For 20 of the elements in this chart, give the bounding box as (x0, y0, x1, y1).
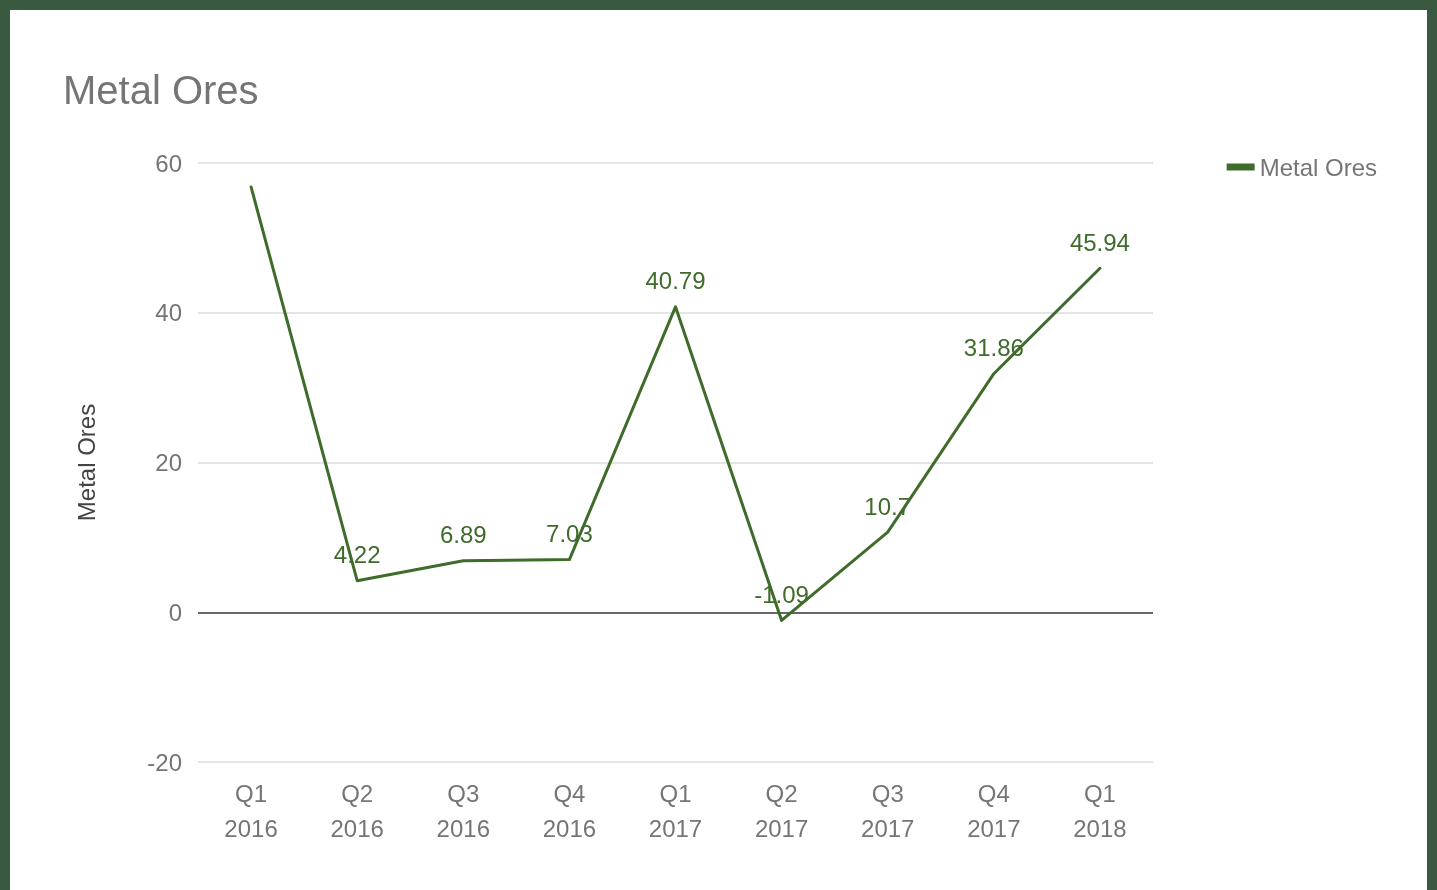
y-tick-label: 60 (155, 149, 182, 177)
chart-title: Metal Ores (63, 68, 259, 112)
data-label: 45.94 (1069, 228, 1130, 256)
y-tick-label: 0 (168, 598, 182, 626)
data-label: 6.89 (439, 521, 487, 549)
y-axis-title: Metal Ores (72, 403, 100, 522)
x-tick-label: Q3 2017 (861, 780, 915, 842)
x-tick-label: Q1 2017 (648, 780, 703, 842)
legend-label: Metal Ores (1259, 153, 1378, 181)
x-tick-label: Q3 2016 (436, 780, 490, 842)
y-tick-label: -20 (147, 748, 182, 776)
x-tick-label: Q4 2016 (542, 780, 597, 842)
x-tick-label: Q1 2018 (1073, 780, 1127, 842)
y-tick-label: 20 (155, 449, 182, 476)
x-tick-label: Q4 2017 (967, 780, 1021, 842)
data-label: 40.79 (645, 267, 706, 295)
y-tick-label: 40 (155, 299, 182, 327)
x-tick-label: Q2 2016 (330, 780, 384, 842)
x-tick-label: Q2 2017 (754, 780, 809, 842)
x-tick-label: Q1 2016 (224, 780, 278, 842)
